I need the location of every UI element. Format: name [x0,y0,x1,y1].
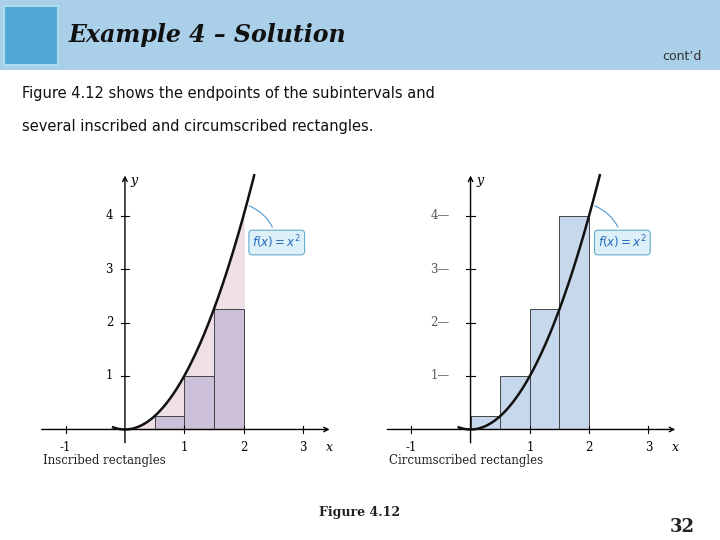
Text: 2: 2 [240,441,247,454]
Bar [530,309,559,429]
Text: 1: 1 [181,441,188,454]
Text: 2: 2 [106,316,113,329]
Text: y: y [477,174,484,187]
Bar [471,416,500,429]
Text: y: y [131,174,138,187]
Text: $f(x) = x^2$: $f(x) = x^2$ [249,206,301,251]
Text: 3: 3 [644,441,652,454]
Text: -1: -1 [405,441,417,454]
Text: 2—: 2— [431,316,450,329]
Text: 3: 3 [106,262,113,275]
FancyBboxPatch shape [0,0,720,70]
Text: -1: -1 [60,441,71,454]
Text: 1—: 1— [431,369,450,382]
FancyBboxPatch shape [4,5,58,65]
Text: several inscribed and circumscribed rectangles.: several inscribed and circumscribed rect… [22,119,373,134]
Text: 4—: 4— [431,209,450,222]
Text: Figure 4.12: Figure 4.12 [320,505,400,519]
Bar [184,376,214,429]
Bar [155,416,184,429]
Text: Circumscribed rectangles: Circumscribed rectangles [389,454,543,468]
Text: 4: 4 [106,209,113,222]
Text: cont’d: cont’d [662,50,702,63]
Bar [214,309,243,429]
Text: Inscribed rectangles: Inscribed rectangles [43,454,166,468]
Text: x: x [672,441,679,454]
Text: Figure 4.12 shows the endpoints of the subintervals and: Figure 4.12 shows the endpoints of the s… [22,86,434,102]
Bar [500,376,530,429]
Text: 3: 3 [299,441,307,454]
Text: 3—: 3— [431,262,450,275]
Text: x: x [326,441,333,454]
Bar [559,215,589,429]
Text: $f(x) = x^2$: $f(x) = x^2$ [595,206,647,251]
Text: Example 4 – Solution: Example 4 – Solution [68,23,346,47]
Text: 2: 2 [585,441,593,454]
Text: 1: 1 [526,441,534,454]
Text: 1: 1 [106,369,113,382]
Text: 32: 32 [670,518,695,536]
